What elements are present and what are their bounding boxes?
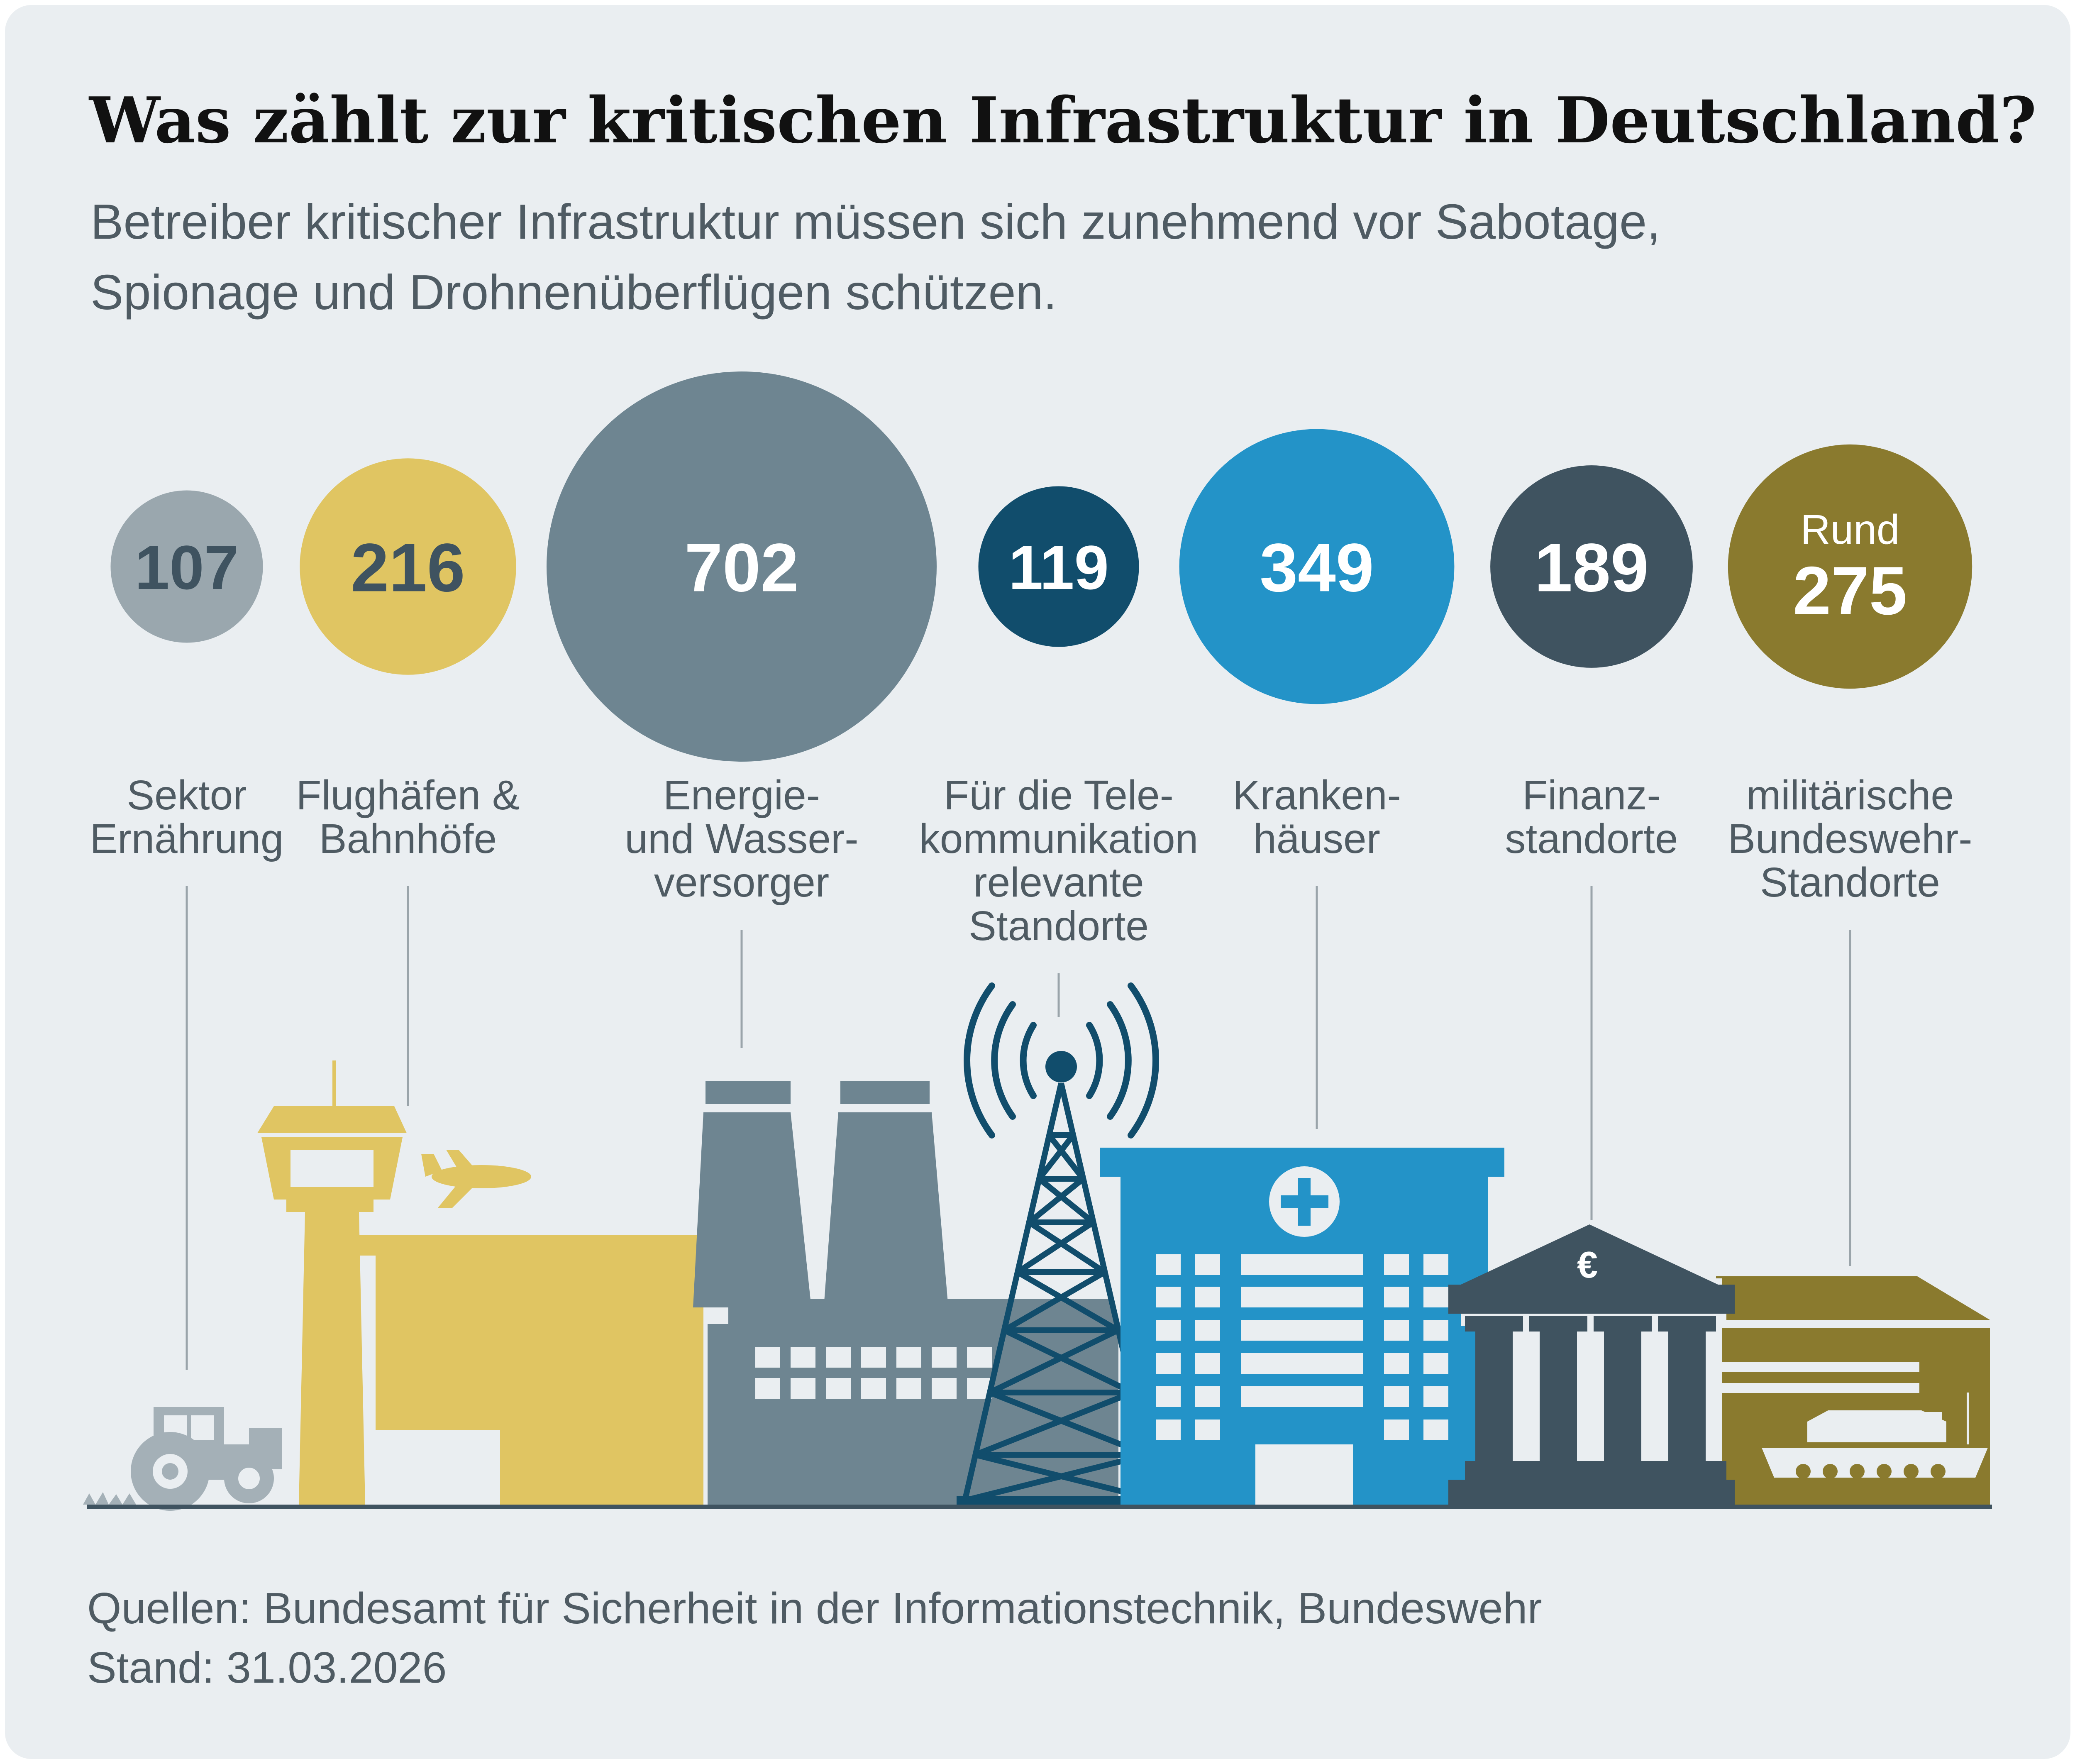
subtitle: Betreiber kritischer Infrastruktur müsse… [90,187,1916,328]
category-label-line: Standorte [1760,859,1940,906]
category-label-line: Bahnhöfe [319,816,497,862]
category-label-line: Standorte [969,903,1149,949]
airplane-icon [421,1150,531,1208]
category-label-1: Sektor Ernährung [90,772,284,862]
category-label-line: Energie- [663,772,820,818]
category-label-line: und Wasser- [625,816,858,862]
category-label-7: militärische Bundeswehr-Standorte [1728,772,1972,906]
power-plant-windows [755,1347,992,1399]
bubble-5 [1179,429,1455,704]
category-label-line: Flughäfen & [296,772,520,818]
bubble-6 [1490,465,1693,668]
category-label-line: Kranken- [1233,772,1401,818]
subtitle-line-2: Spionage und Drohnenüberflügen schützen. [90,265,1057,320]
bubble-value-2: 216 [351,529,465,606]
bubble-value-1: 107 [135,533,239,602]
bubble-2 [300,458,516,675]
category-label-6: Finanz-standorte [1505,772,1678,862]
category-label-line: versorger [654,859,829,906]
category-label-4: Für die Tele-kommunikation relevante Stand… [919,772,1199,949]
connector-lines [186,886,1851,1370]
category-label-line: Bundeswehr- [1728,816,1972,862]
tractor-icon [83,1407,282,1511]
bubble-7 [1728,444,1972,689]
bubble-3 [547,371,937,762]
page-title: Was zählt zur kritischen Infrastruktur i… [89,83,2037,157]
airport-icon [257,1060,716,1505]
bubble-prefix-7: Rund [1800,506,1899,553]
category-label-line: standorte [1505,816,1678,862]
bubble-1 [110,490,263,643]
category-label-line: Finanz- [1522,772,1660,818]
category-label-line: Ernährung [90,816,284,862]
category-label-line: Sektor [127,772,247,818]
tank-icon [1762,1393,1988,1479]
bubble-value-3: 702 [684,529,798,606]
category-label-5: Kranken-häuser [1233,772,1401,862]
date-note: Stand: 31.03.2026 [87,1643,447,1692]
source-note: Quellen: Bundesamt für Sicherheit in der… [87,1584,1542,1633]
bank-columns [1465,1316,1716,1461]
category-label-line: kommunikation [919,816,1199,862]
category-label-line: Für die Tele- [944,772,1174,818]
hospital-icon [1100,1148,1504,1505]
euro-symbol: € [1577,1244,1598,1286]
subtitle-line-1: Betreiber kritischer Infrastruktur müsse… [90,194,1661,249]
bubble-value-4: 119 [1008,533,1109,602]
category-label-line: militärische [1746,772,1954,818]
bubble-4 [978,486,1139,647]
military-base-icon [1716,1276,1990,1505]
ground-line [87,1505,1992,1509]
category-label-2: Flughäfen & Bahnhöfe [296,772,520,862]
bubble-value-7: 275 [1793,552,1907,629]
bubble-value-6: 189 [1534,529,1648,606]
bank-icon: € [1448,1224,1735,1505]
hospital-windows [1156,1254,1448,1505]
category-label-line: häuser [1253,816,1380,862]
category-label-3: Energie-und Wasser-versorger [625,772,858,906]
category-label-line: relevante [973,859,1144,906]
bubble-value-5: 349 [1260,529,1374,606]
